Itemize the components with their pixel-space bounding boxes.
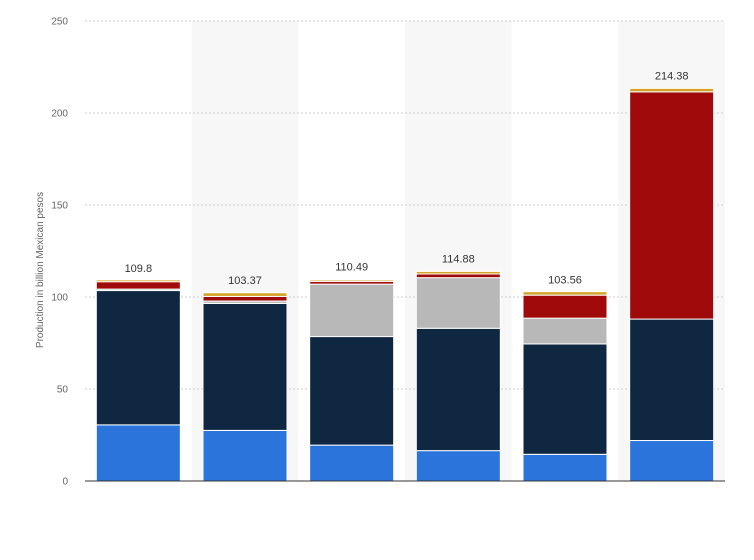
bar-segment[interactable] [309, 279, 395, 282]
bar-segment[interactable] [415, 273, 501, 279]
bar-segment[interactable] [629, 440, 715, 482]
bar-segment[interactable] [202, 302, 288, 431]
bar-segment[interactable] [95, 281, 181, 290]
bar-segment[interactable] [629, 91, 715, 320]
y-tick-label: 250 [51, 17, 68, 28]
total-label: 109.8 [125, 263, 153, 275]
bar-segment[interactable] [202, 292, 288, 297]
bars [95, 87, 715, 482]
bar-segment[interactable] [629, 87, 715, 93]
total-label: 110.49 [335, 262, 368, 274]
bar-segment[interactable] [415, 327, 501, 452]
total-label: 103.37 [228, 275, 262, 287]
total-labels: 109.8 103.37 110.49 114.88 103.56 214.38 [125, 71, 689, 287]
total-label: 214.38 [655, 71, 689, 83]
bar-segment[interactable] [415, 450, 501, 482]
y-tick-label: 50 [57, 385, 69, 396]
total-label: 103.56 [548, 274, 582, 286]
bar-segment[interactable] [202, 295, 288, 302]
bar-segment[interactable] [522, 291, 608, 296]
y-tick-label: 150 [51, 201, 68, 212]
total-label: 114.88 [442, 254, 475, 266]
y-tick-label: 0 [62, 477, 68, 488]
bar-segment[interactable] [522, 453, 608, 482]
bar-segment[interactable] [522, 343, 608, 455]
bar-segment[interactable] [522, 294, 608, 319]
gridlines [85, 20, 725, 390]
y-axis-ticks: 0 50 100 150 200 250 [51, 17, 68, 488]
bar-segment[interactable] [415, 270, 501, 275]
y-tick-label: 200 [51, 109, 68, 120]
bar-segment[interactable] [202, 429, 288, 482]
y-tick-label: 100 [51, 293, 68, 304]
bar-segment[interactable] [95, 424, 181, 482]
bar-segment[interactable] [309, 283, 395, 338]
y-axis-title: Production in billion Mexican pesos [35, 192, 46, 348]
bar-segment[interactable] [522, 317, 608, 345]
bar-segment[interactable] [95, 290, 181, 426]
bar-segment[interactable] [309, 444, 395, 482]
bar-segment[interactable] [415, 277, 501, 329]
bar-segment[interactable] [95, 279, 181, 283]
bar-segment[interactable] [629, 318, 715, 442]
bar-segment[interactable] [309, 336, 395, 446]
